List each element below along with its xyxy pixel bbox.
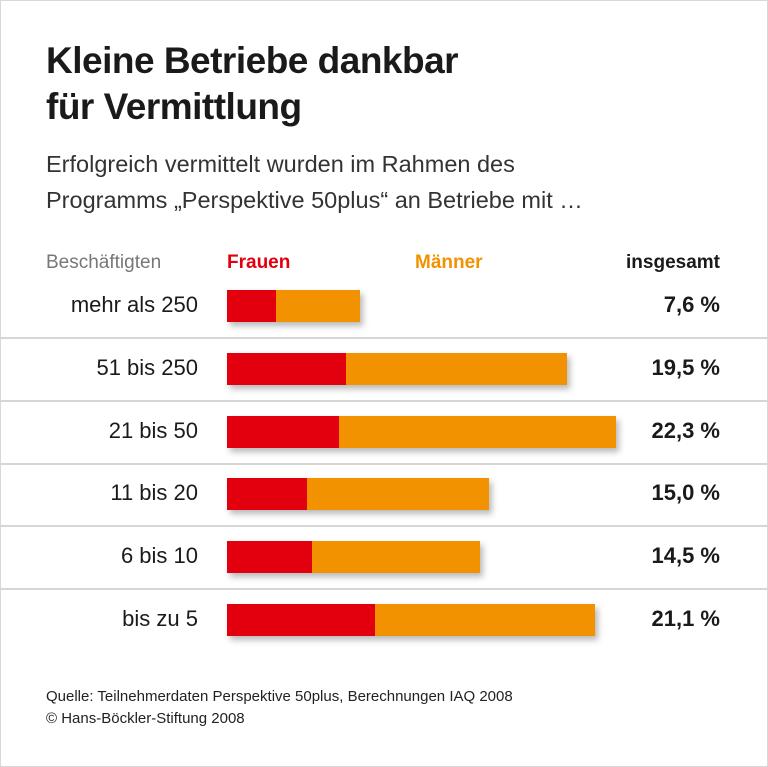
legend-frauen: Frauen	[227, 252, 291, 273]
bar-frauen	[227, 290, 276, 322]
category-label: mehr als 250	[70, 292, 198, 317]
total-label: 22,3 %	[651, 417, 721, 443]
total-label: 14,5 %	[651, 543, 721, 569]
source-note: Quelle: Teilnehmerdaten Perspektive 50pl…	[46, 688, 513, 705]
chart-title: Kleine Betriebe dankbar für Vermittlung	[46, 38, 459, 130]
total-label: 15,0 %	[651, 480, 721, 506]
bar-frauen	[227, 352, 346, 385]
subtitle-line-2: Programms „Perspektive 50plus“ an Betrie…	[46, 187, 583, 213]
row-separator	[0, 588, 768, 591]
bar-frauen	[227, 604, 376, 636]
row-separator	[0, 399, 768, 402]
bar-maenner	[345, 352, 568, 385]
bar-maenner	[312, 541, 480, 574]
total-label: 19,5 %	[651, 354, 721, 380]
bar-maenner	[275, 290, 360, 322]
total-header: insgesamt	[626, 252, 720, 273]
legend-maenner: Männer	[415, 252, 483, 273]
category-header: Beschäftigten	[46, 252, 162, 273]
bar-frauen	[227, 415, 339, 448]
category-label: bis zu 5	[122, 606, 198, 631]
bar-frauen	[227, 541, 313, 574]
row-separator	[0, 462, 768, 465]
bar-maenner	[375, 604, 596, 636]
bar-frauen	[227, 478, 308, 511]
bar-maenner	[307, 478, 489, 511]
copyright-note: © Hans-Böckler-Stiftung 2008	[46, 710, 245, 727]
category-label: 6 bis 10	[120, 543, 198, 569]
category-label: 11 bis 20	[110, 480, 198, 506]
category-label: 51 bis 250	[96, 354, 198, 380]
chart-subtitle: Erfolgreich vermittelt wurden im Rahmen …	[46, 146, 583, 218]
total-label: 21,1 %	[651, 606, 721, 631]
row-separator	[0, 525, 768, 528]
subtitle-line-1: Erfolgreich vermittelt wurden im Rahmen …	[46, 151, 515, 177]
category-label: 21 bis 50	[108, 417, 198, 443]
row-separator	[0, 337, 768, 339]
title-line-1: Kleine Betriebe dankbar	[46, 40, 459, 81]
title-line-2: für Vermittlung	[46, 86, 302, 127]
bar-maenner	[338, 415, 616, 448]
total-label: 7,6 %	[663, 292, 720, 317]
